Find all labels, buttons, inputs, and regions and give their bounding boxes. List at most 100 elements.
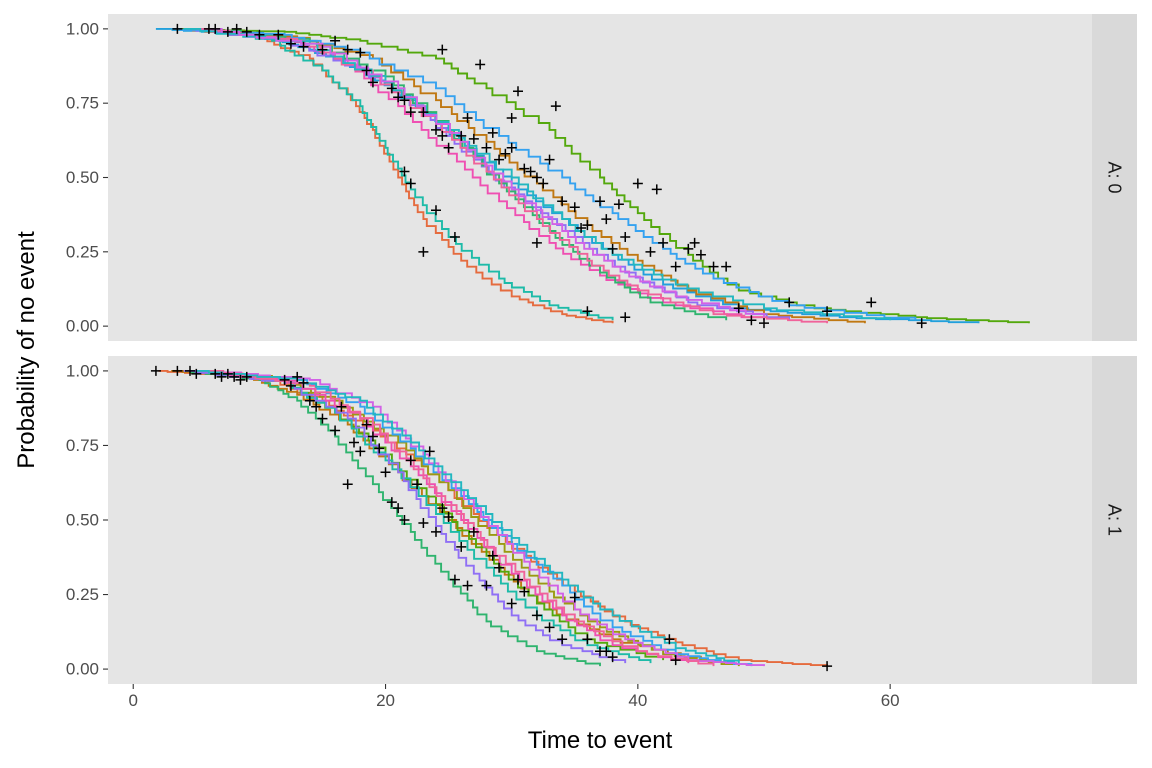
series-curve (196, 27, 829, 324)
censor-mark (670, 261, 681, 272)
censor-mark (285, 380, 296, 391)
censor-mark (235, 374, 246, 385)
censor-mark (670, 655, 681, 666)
censor-markers (150, 365, 833, 672)
series-curve (183, 27, 614, 324)
y-tick-label: 0.00 (66, 660, 99, 679)
censor-mark (241, 26, 252, 37)
censor-mark (349, 437, 359, 448)
censor-mark (330, 35, 341, 46)
censor-mark (437, 503, 448, 514)
series-curve (196, 27, 614, 321)
y-tick-label: 0.75 (66, 94, 99, 113)
censor-mark (150, 365, 161, 376)
series-curve (183, 369, 627, 664)
censor-mark (620, 312, 631, 323)
censor-mark (632, 178, 643, 189)
censor-mark (462, 113, 473, 124)
censor-mark (695, 249, 706, 260)
censor-mark (399, 95, 410, 106)
censor-mark (494, 154, 505, 165)
censor-mark (292, 371, 303, 382)
censor-mark (759, 318, 769, 329)
censor-mark (487, 127, 498, 138)
censor-mark (456, 130, 467, 141)
censor-mark (418, 246, 429, 257)
censor-mark (866, 297, 877, 308)
censor-mark (355, 47, 366, 58)
censor-mark (355, 446, 366, 457)
censor-mark (513, 86, 523, 97)
censor-mark (185, 365, 195, 376)
censor-mark (418, 107, 429, 118)
censor-mark (431, 205, 441, 216)
censor-mark (784, 297, 795, 308)
censor-mark (210, 23, 221, 34)
censor-mark (449, 574, 460, 585)
censor-mark (241, 371, 252, 382)
censor-mark (645, 246, 656, 257)
censor-mark (431, 526, 441, 537)
censor-mark (210, 368, 221, 379)
censor-mark (651, 184, 662, 195)
facet-strip (1092, 14, 1137, 341)
censor-mark (191, 368, 202, 379)
censor-mark (317, 413, 328, 424)
censor-mark (361, 65, 372, 76)
censor-mark (582, 634, 593, 645)
censor-mark (607, 652, 618, 663)
censor-mark (216, 371, 227, 382)
series-curve (196, 369, 753, 667)
censor-mark (172, 23, 183, 34)
x-axis: 0 20 40 60 (128, 684, 900, 710)
censor-mark (298, 377, 309, 388)
censor-mark (613, 199, 624, 210)
censor-mark (386, 83, 397, 94)
censor-mark (620, 231, 631, 242)
censor-mark (418, 517, 429, 528)
censor-mark (582, 306, 593, 317)
censor-mark (273, 29, 284, 40)
series-curve (196, 27, 866, 324)
x-tick-label: 60 (881, 691, 900, 710)
panel-1: A: 0 0.00 0.25 0.50 0.75 1.00 (66, 14, 1137, 341)
censor-mark (531, 172, 542, 183)
censor-mark (733, 303, 744, 314)
x-tick-label: 0 (128, 691, 137, 710)
panel-2: A: 1 0.00 0.25 0.50 0.75 1.00 (66, 356, 1137, 684)
y-tick-label: 0.00 (66, 317, 99, 336)
censor-mark (538, 178, 549, 189)
censor-mark (822, 306, 833, 317)
y-axis-title: Probability of no event (13, 231, 40, 469)
censor-mark (468, 133, 479, 144)
censor-mark (311, 401, 322, 412)
censor-mark (721, 261, 732, 272)
censor-mark (279, 374, 290, 385)
censor-mark (380, 467, 391, 478)
censor-mark (506, 142, 517, 153)
censor-mark (595, 196, 605, 207)
censor-mark (481, 142, 492, 153)
censor-mark (317, 44, 328, 55)
censor-mark (298, 41, 309, 52)
censor-mark (708, 261, 719, 272)
censor-mark (285, 38, 296, 49)
censor-mark (456, 541, 467, 552)
censor-mark (342, 479, 353, 490)
censor-mark (525, 166, 536, 177)
censor-mark (231, 23, 242, 34)
censor-mark (399, 166, 410, 177)
censor-mark (361, 419, 372, 430)
censor-mark (449, 231, 460, 242)
censor-mark (481, 580, 492, 591)
censor-mark (557, 634, 568, 645)
series-curve (196, 369, 690, 664)
censor-mark (601, 214, 612, 225)
censor-mark (557, 196, 568, 207)
series-curve (208, 27, 765, 318)
censor-mark (506, 598, 517, 609)
censor-mark (746, 315, 757, 326)
censor-mark (342, 44, 353, 55)
censor-mark (172, 365, 183, 376)
censor-mark (468, 526, 479, 537)
